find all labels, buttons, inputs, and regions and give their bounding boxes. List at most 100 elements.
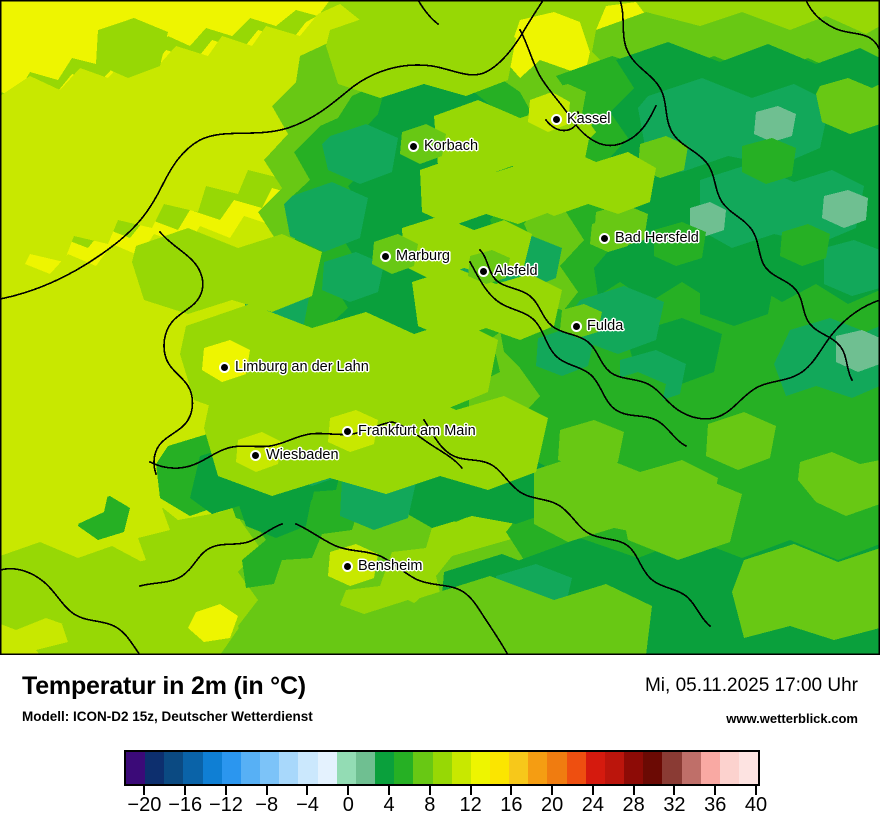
city-marker: Kassel bbox=[551, 111, 611, 127]
city-marker: Frankfurt am Main bbox=[342, 423, 476, 439]
colorbar-swatch bbox=[260, 752, 280, 784]
city-dot-icon bbox=[380, 250, 391, 262]
city-dot-icon bbox=[342, 425, 353, 437]
colorbar-tick-label: 20 bbox=[541, 794, 564, 816]
city-label: Wiesbaden bbox=[266, 447, 339, 463]
city-label: Marburg bbox=[396, 248, 450, 264]
colorbar-tick-label: 40 bbox=[744, 794, 768, 816]
city-marker: Korbach bbox=[408, 138, 478, 154]
city-dot-icon bbox=[571, 320, 582, 332]
city-label: Bad Hersfeld bbox=[615, 230, 699, 246]
colorbar-tick bbox=[591, 786, 594, 795]
colorbar-tick bbox=[510, 786, 513, 795]
colorbar-swatch bbox=[221, 752, 241, 784]
temperature-field-svg bbox=[0, 0, 880, 655]
model-subtitle: Modell: ICON-D2 15z, Deutscher Wetterdie… bbox=[22, 709, 313, 724]
colorbar-swatch bbox=[432, 752, 452, 784]
city-marker: Bensheim bbox=[342, 558, 422, 574]
colorbar-swatch bbox=[394, 752, 414, 784]
colorbar-swatch bbox=[624, 752, 644, 784]
colorbar-swatch bbox=[585, 752, 605, 784]
colorbar-swatch bbox=[489, 752, 510, 784]
colorbar-swatch bbox=[375, 752, 395, 784]
city-label: Alsfeld bbox=[494, 263, 538, 279]
colorbar-tick-label: 12 bbox=[459, 794, 482, 816]
colorbar-swatch bbox=[145, 752, 165, 784]
colorbar-tick bbox=[388, 786, 391, 795]
colorbar-swatch bbox=[451, 752, 471, 784]
colorbar-tick-label: −12 bbox=[208, 794, 243, 816]
map-footer: Temperatur in 2m (in °C) Modell: ICON-D2… bbox=[0, 655, 880, 830]
colorbar-legend: −20 −16 −12 −8 −4 0 4 8 12 16 20 24 28 32 36 40 bbox=[0, 750, 880, 830]
colorbar-swatch bbox=[183, 752, 203, 784]
city-label: Bensheim bbox=[358, 558, 423, 574]
colorbar-swatch bbox=[298, 752, 318, 784]
city-dot-icon bbox=[408, 140, 419, 152]
city-dot-icon bbox=[219, 361, 230, 373]
website-credit: www.wetterblick.com bbox=[726, 711, 858, 726]
colorbar-tick bbox=[265, 786, 268, 795]
city-label: Fulda bbox=[587, 318, 624, 334]
colorbar-swatches[interactable] bbox=[124, 750, 760, 786]
colorbar-swatch bbox=[681, 752, 701, 784]
colorbar-tick bbox=[184, 786, 187, 795]
colorbar-swatch bbox=[413, 752, 433, 784]
colorbar-swatch bbox=[700, 752, 720, 784]
city-marker: Fulda bbox=[571, 318, 623, 334]
city-label: Frankfurt am Main bbox=[358, 423, 476, 439]
colorbar-swatch bbox=[470, 752, 490, 784]
colorbar-swatch bbox=[202, 752, 222, 784]
colorbar-swatch bbox=[739, 752, 759, 784]
city-marker: Wiesbaden bbox=[250, 447, 339, 463]
city-dot-icon bbox=[250, 449, 261, 461]
city-dot-icon bbox=[551, 113, 562, 125]
colorbar-swatch bbox=[240, 752, 261, 784]
colorbar-tick bbox=[673, 786, 676, 795]
colorbar-tick-label: 28 bbox=[622, 794, 645, 816]
colorbar-tick bbox=[755, 786, 757, 795]
colorbar-tick-label: −16 bbox=[168, 794, 203, 816]
colorbar-swatch bbox=[604, 752, 625, 784]
city-marker: Limburg an der Lahn bbox=[219, 359, 369, 375]
city-marker: Bad Hersfeld bbox=[599, 230, 699, 246]
colorbar-tick-label: 16 bbox=[500, 794, 523, 816]
city-label: Korbach bbox=[424, 138, 479, 154]
colorbar-swatch bbox=[528, 752, 548, 784]
valid-datetime: Mi, 05.11.2025 17:00 Uhr bbox=[644, 675, 858, 696]
colorbar-tick bbox=[428, 786, 431, 795]
city-dot-icon bbox=[599, 232, 610, 244]
colorbar-tick-label: −20 bbox=[127, 794, 162, 816]
colorbar-swatch bbox=[126, 752, 146, 784]
colorbar-swatch bbox=[279, 752, 299, 784]
colorbar-swatch bbox=[164, 752, 184, 784]
city-dot-icon bbox=[478, 265, 489, 277]
colorbar-tick-label: 4 bbox=[383, 794, 395, 816]
city-label: Kassel bbox=[567, 111, 611, 127]
colorbar-tick-label: −8 bbox=[255, 794, 279, 816]
colorbar-tick bbox=[551, 786, 554, 795]
colorbar-tick-label: 0 bbox=[342, 794, 354, 816]
city-dot-icon bbox=[342, 560, 353, 572]
colorbar-swatch bbox=[566, 752, 586, 784]
colorbar-swatch bbox=[355, 752, 376, 784]
colorbar-swatch bbox=[547, 752, 567, 784]
colorbar-tick-label: −4 bbox=[296, 794, 319, 816]
temperature-map[interactable]: Kassel Korbach Bad Hersfeld Marburg Alsfeld F… bbox=[0, 0, 880, 655]
colorbar-swatch bbox=[719, 752, 739, 784]
city-marker: Marburg bbox=[380, 248, 450, 264]
colorbar-tick bbox=[306, 786, 309, 795]
colorbar-tick-label: 8 bbox=[424, 794, 436, 816]
colorbar-tick-label: 24 bbox=[581, 794, 605, 816]
city-marker: Alsfeld bbox=[478, 263, 538, 279]
colorbar-swatch bbox=[509, 752, 529, 784]
colorbar-tick-label: 36 bbox=[704, 794, 727, 816]
colorbar-tick bbox=[224, 786, 227, 795]
colorbar-swatch bbox=[317, 752, 337, 784]
colorbar-swatch bbox=[662, 752, 682, 784]
colorbar-swatch bbox=[336, 752, 356, 784]
colorbar-tick-label: 32 bbox=[663, 794, 686, 816]
colorbar-tick-labels: −20 −16 −12 −8 −4 0 4 8 12 16 20 24 28 32 36 40 bbox=[0, 794, 880, 824]
colorbar-tick bbox=[347, 786, 350, 795]
colorbar-tick bbox=[632, 786, 635, 795]
